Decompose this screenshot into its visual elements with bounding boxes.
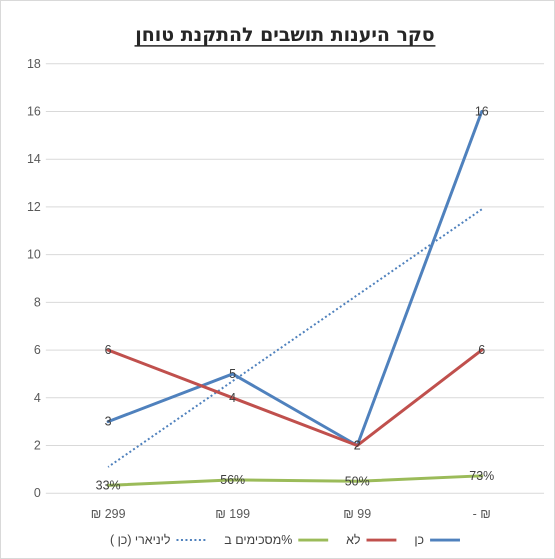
data-label: 50% xyxy=(345,474,370,488)
y-tick-label: 0 xyxy=(34,486,41,500)
y-tick-label: 8 xyxy=(34,295,41,309)
data-label: 4 xyxy=(229,391,236,405)
series-line-2 xyxy=(106,348,484,448)
y-tick-label: 12 xyxy=(27,200,41,214)
trendline xyxy=(107,208,483,468)
data-label: 5 xyxy=(229,367,236,381)
data-label: 73% xyxy=(469,469,494,483)
series-group xyxy=(106,110,484,487)
series-line-3 xyxy=(106,474,484,487)
x-tick-label: ₪ 99 xyxy=(343,507,371,521)
y-tick-label: 10 xyxy=(27,248,41,262)
data-label: 2 xyxy=(354,438,361,452)
x-axis-ticks: - ₪ ₪ 99 ₪ 199 ₪ 299 xyxy=(91,507,491,521)
data-label: 16 xyxy=(475,104,489,118)
data-label: 33% xyxy=(96,478,121,492)
series-line-1 xyxy=(106,110,484,448)
x-tick-label: - ₪ xyxy=(473,507,491,521)
data-label: 56% xyxy=(220,473,245,487)
data-label: 2 xyxy=(354,438,361,452)
legend-label: כן xyxy=(414,533,424,547)
legend-label: מסכימים ב% xyxy=(224,533,292,547)
chart-title: סקר היענות תושבים להתקנת טוחן xyxy=(135,24,434,46)
legend-item: ליניארי (כן ) xyxy=(110,533,207,547)
legend: כן לא מסכימים ב% ליניארי (כן ) xyxy=(110,533,460,547)
legend-item: לא xyxy=(346,533,397,547)
y-tick-label: 6 xyxy=(34,343,41,357)
y-axis-ticks: 0 2 4 6 8 10 12 14 16 18 xyxy=(27,57,41,500)
data-label: 6 xyxy=(105,343,112,357)
data-label: 6 xyxy=(478,343,485,357)
legend-item: כן xyxy=(414,533,460,547)
trendline-group xyxy=(107,208,483,468)
gridlines xyxy=(45,63,545,494)
y-tick-label: 18 xyxy=(27,57,41,71)
y-tick-label: 4 xyxy=(34,391,41,405)
y-tick-label: 2 xyxy=(34,438,41,452)
x-tick-label: ₪ 199 xyxy=(215,507,250,521)
legend-label: ליניארי (כן ) xyxy=(110,533,171,547)
x-tick-label: ₪ 299 xyxy=(91,507,126,521)
data-label: 3 xyxy=(105,415,112,429)
legend-item: מסכימים ב% xyxy=(224,533,329,547)
legend-label: לא xyxy=(346,533,360,547)
y-tick-label: 16 xyxy=(27,104,41,118)
y-tick-label: 14 xyxy=(27,152,41,166)
